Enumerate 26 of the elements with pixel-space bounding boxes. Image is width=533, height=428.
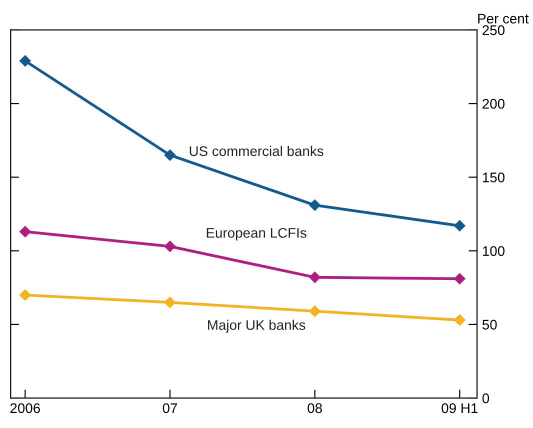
point xyxy=(164,240,176,252)
x-tick-label: 09 H1 xyxy=(442,403,478,414)
point xyxy=(20,289,31,301)
point xyxy=(309,306,320,317)
point xyxy=(164,150,176,161)
series-label: US commercial banks xyxy=(190,146,324,156)
y-tick-label: 200 xyxy=(482,98,505,109)
y-tick-label: 100 xyxy=(482,246,505,256)
point xyxy=(20,226,31,238)
point xyxy=(454,273,466,284)
point xyxy=(309,272,320,283)
point xyxy=(454,220,466,232)
series-label: Major UK banks xyxy=(208,320,306,333)
y-axis-title: Per cent xyxy=(478,14,529,24)
y-tick-label: 50 xyxy=(482,320,497,330)
point xyxy=(309,200,320,211)
point xyxy=(20,55,31,66)
y-tick-label: 150 xyxy=(482,172,505,182)
y-tick-label: 250 xyxy=(482,25,505,36)
point xyxy=(454,314,466,326)
x-tick-label: 08 xyxy=(308,403,322,414)
x-tick-label: 07 xyxy=(162,403,178,414)
y-tick-label: 0 xyxy=(482,393,490,404)
point xyxy=(164,296,176,308)
series-label: European LCFIs xyxy=(206,228,306,241)
x-tick-label: 2006 xyxy=(10,403,40,414)
